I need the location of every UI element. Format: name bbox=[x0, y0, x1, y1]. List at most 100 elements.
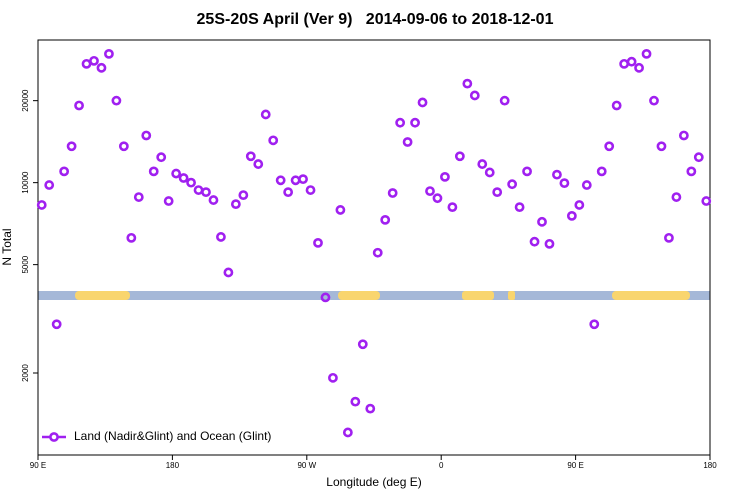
data-point bbox=[492, 187, 503, 198]
data-point bbox=[357, 339, 368, 350]
data-point bbox=[656, 141, 667, 152]
y-tick-label: 20000 bbox=[21, 89, 30, 112]
data-point bbox=[111, 95, 122, 106]
data-point bbox=[104, 48, 114, 59]
data-point bbox=[193, 185, 204, 195]
data-point bbox=[365, 403, 376, 414]
data-point bbox=[66, 141, 77, 152]
data-point bbox=[402, 137, 413, 147]
x-tick-label: 90 W bbox=[297, 461, 316, 470]
data-point bbox=[372, 247, 383, 258]
data-point bbox=[477, 159, 488, 169]
data-point bbox=[566, 210, 577, 221]
data-point bbox=[537, 216, 547, 227]
data-point bbox=[514, 202, 525, 213]
data-point bbox=[216, 232, 226, 242]
data-point bbox=[283, 187, 294, 198]
data-point bbox=[163, 196, 174, 206]
data-point bbox=[410, 117, 420, 128]
data-point bbox=[126, 232, 137, 243]
data-point bbox=[208, 195, 219, 205]
data-point bbox=[223, 267, 234, 278]
data-point bbox=[686, 166, 697, 177]
y-tick-label: 2000 bbox=[21, 364, 30, 382]
legend-marker bbox=[49, 432, 59, 442]
data-point bbox=[89, 55, 99, 66]
data-point bbox=[641, 48, 652, 59]
data-point bbox=[529, 236, 540, 247]
data-point bbox=[440, 171, 450, 182]
data-point bbox=[171, 168, 182, 179]
data-point bbox=[417, 97, 428, 108]
data-point bbox=[649, 95, 659, 106]
data-point bbox=[678, 130, 689, 141]
y-tick-label: 10000 bbox=[21, 171, 30, 194]
data-point bbox=[462, 78, 473, 89]
data-point bbox=[148, 166, 159, 177]
data-point bbox=[454, 151, 465, 162]
data-point bbox=[36, 200, 47, 210]
data-point bbox=[305, 185, 316, 195]
x-tick-label: 90 E bbox=[30, 461, 46, 470]
data-point bbox=[604, 141, 615, 152]
data-point bbox=[596, 166, 607, 177]
data-point bbox=[634, 62, 644, 73]
data-point bbox=[44, 180, 55, 190]
data-point bbox=[611, 100, 622, 111]
data-point bbox=[522, 166, 532, 177]
data-point bbox=[238, 190, 249, 201]
data-point bbox=[201, 187, 211, 198]
data-point bbox=[499, 95, 510, 106]
map-strip bbox=[38, 291, 710, 300]
data-point bbox=[298, 174, 308, 185]
data-point bbox=[664, 232, 674, 243]
y-tick-label: 5000 bbox=[21, 255, 30, 273]
data-point bbox=[81, 58, 92, 69]
data-point bbox=[484, 167, 495, 178]
data-point bbox=[74, 100, 84, 111]
data-point bbox=[589, 319, 600, 330]
data-point bbox=[290, 175, 301, 186]
data-point bbox=[186, 177, 196, 188]
data-point bbox=[552, 169, 562, 180]
data-point bbox=[230, 199, 241, 210]
x-tick-label: 180 bbox=[703, 461, 717, 470]
data-point bbox=[544, 238, 555, 249]
data-point bbox=[469, 90, 480, 101]
data-point bbox=[133, 192, 144, 202]
data-point bbox=[432, 193, 443, 204]
data-point bbox=[253, 159, 264, 169]
data-point bbox=[342, 427, 353, 438]
data-point bbox=[559, 178, 570, 189]
data-point bbox=[260, 109, 271, 120]
data-point bbox=[626, 56, 637, 67]
data-point bbox=[275, 175, 286, 186]
data-point bbox=[178, 173, 189, 183]
chart-title: 25S-20S April (Ver 9) 2014-09-06 to 2018… bbox=[197, 11, 554, 28]
data-point bbox=[328, 372, 338, 383]
legend-label: Land (Nadir&Glint) and Ocean (Glint) bbox=[74, 429, 271, 443]
data-point bbox=[320, 292, 331, 303]
data-point bbox=[141, 130, 152, 141]
data-point bbox=[156, 152, 167, 163]
x-axis-label: Longitude (deg E) bbox=[326, 475, 421, 489]
data-point bbox=[51, 319, 62, 330]
data-point bbox=[671, 192, 682, 202]
data-point bbox=[350, 396, 361, 407]
data-point bbox=[581, 180, 592, 190]
data-point bbox=[574, 200, 585, 210]
x-tick-label: 180 bbox=[166, 461, 180, 470]
data-point bbox=[268, 135, 279, 146]
data-point bbox=[59, 166, 70, 177]
data-point bbox=[425, 186, 435, 197]
x-tick-label: 0 bbox=[439, 461, 444, 470]
data-point bbox=[447, 202, 458, 213]
data-point bbox=[96, 62, 107, 73]
data-point bbox=[118, 141, 129, 152]
y-axis-label: N Total bbox=[0, 228, 14, 265]
data-point bbox=[335, 205, 346, 215]
data-point bbox=[507, 179, 518, 190]
data-point bbox=[395, 117, 406, 128]
data-point bbox=[701, 196, 712, 206]
